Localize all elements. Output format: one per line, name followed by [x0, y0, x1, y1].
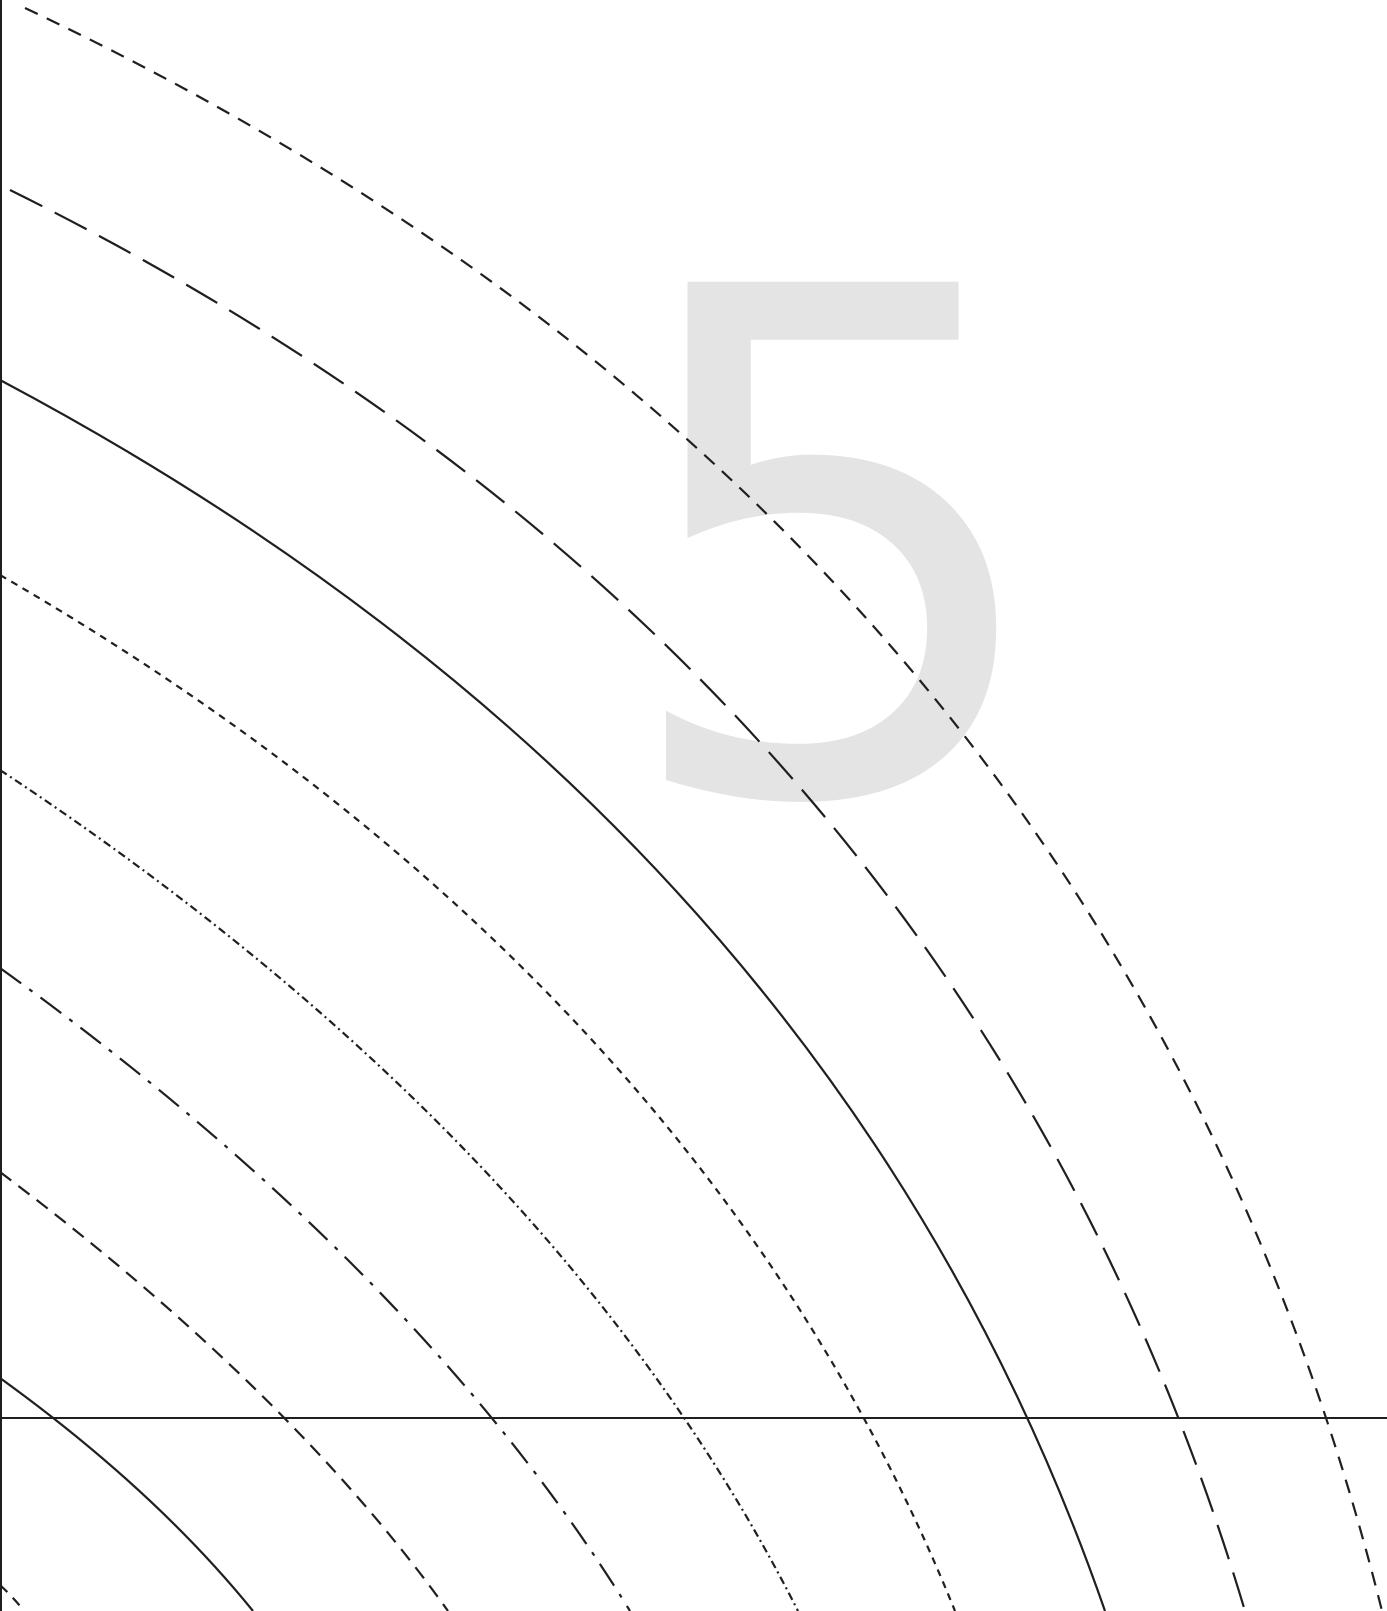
arc-medium-dash [0, 1171, 449, 1611]
chapter-numeral: 5 [612, 143, 1057, 958]
arc-long-dash [9, 189, 1247, 1611]
arc-dash-dot-fine [0, 769, 799, 1611]
arc-dashed-corner [0, 1584, 25, 1611]
arc-dashed-outer [24, 7, 1384, 1611]
arc-solid-lower [0, 1377, 254, 1611]
arc-short-dash [0, 574, 957, 1611]
arc-dash-dot [0, 967, 631, 1611]
arc-solid-upper [0, 379, 1107, 1611]
